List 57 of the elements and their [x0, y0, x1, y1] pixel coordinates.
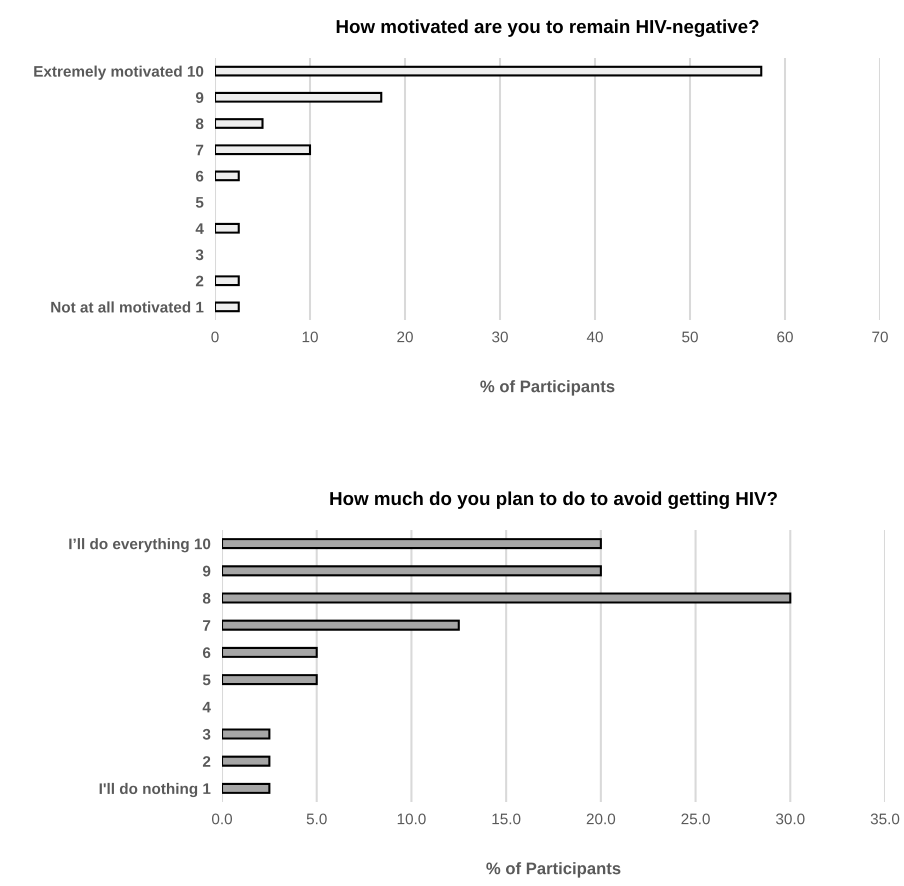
x-tick-label: 10	[302, 332, 318, 342]
x-tick-label: 50	[682, 332, 698, 342]
y-tick-label: 3	[202, 728, 210, 740]
x-tick-label: 20	[397, 332, 413, 342]
bar	[222, 728, 270, 740]
y-tick-label: 8	[196, 118, 204, 130]
x-tick-label: 30.0	[776, 814, 805, 824]
y-tick-label: 5	[202, 674, 210, 686]
y-tick-label: 7	[196, 144, 204, 156]
y-tick-label: I’ll do everything 10	[69, 538, 210, 552]
bar	[215, 275, 240, 286]
bar	[215, 118, 264, 129]
bar	[222, 674, 318, 686]
y-tick-label: I'll do nothing 1	[100, 782, 210, 798]
x-tick-label: 20.0	[586, 814, 616, 824]
bar	[215, 66, 762, 76]
bar	[222, 782, 270, 794]
y-tick-label: 9	[196, 92, 204, 103]
y-tick-label: 6	[196, 170, 204, 182]
x-tick-label: 10.0	[398, 814, 426, 824]
bar	[215, 170, 240, 182]
y-tick-label: 9	[202, 566, 210, 576]
bar	[215, 92, 382, 103]
x-tick-label: 35.0	[870, 814, 900, 824]
x-tick-label: 30	[492, 332, 508, 342]
chart-title: How much do you plan to do to avoid getting HIV?	[330, 491, 777, 509]
y-tick-label: 2	[196, 276, 204, 286]
y-tick-label: 8	[202, 592, 210, 604]
y-tick-label: Extremely motivated 10	[34, 66, 204, 80]
x-tick-label: 60	[777, 332, 793, 342]
x-tick-label: 25.0	[681, 814, 710, 824]
y-tick-label: 6	[202, 647, 210, 658]
x-axis-title: % of Participants	[480, 380, 614, 396]
x-axis-title: % of Participants	[486, 862, 620, 878]
x-tick-label: 5.0	[306, 814, 327, 824]
bar	[222, 620, 460, 631]
bar	[215, 302, 240, 312]
bar	[222, 646, 318, 658]
bar	[222, 592, 792, 604]
bar	[222, 565, 602, 576]
y-tick-label: 7	[203, 620, 210, 631]
bar	[222, 756, 270, 767]
x-tick-label: 0	[211, 332, 219, 342]
y-tick-label: 2	[202, 756, 210, 767]
y-tick-label: 3	[196, 249, 204, 260]
y-tick-label: 4	[196, 223, 204, 234]
x-tick-label: 40	[586, 332, 603, 342]
x-tick-label: 0.0	[212, 814, 232, 824]
y-tick-label: 4	[202, 702, 211, 712]
y-tick-label: 5	[196, 197, 204, 208]
chart-title: How motivated are you to remain HIV-negative?	[336, 19, 758, 37]
x-tick-label: 15.0	[492, 814, 520, 824]
bar	[215, 144, 312, 156]
x-tick-label: 70	[872, 332, 888, 342]
bar	[222, 538, 602, 550]
bar	[215, 222, 240, 234]
y-tick-label: Not at all motivated 1	[51, 301, 204, 313]
